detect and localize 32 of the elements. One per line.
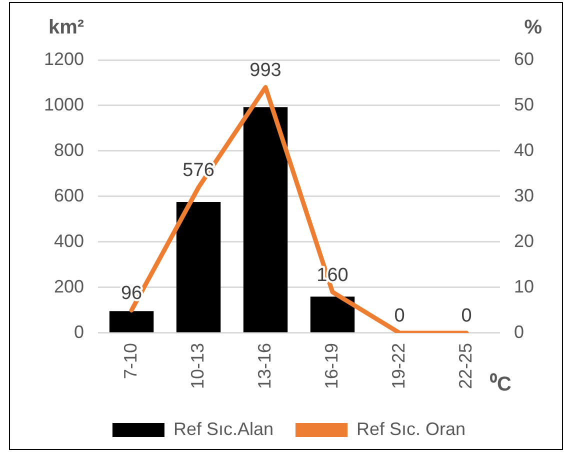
- bar: [310, 296, 355, 332]
- x-axis-title: ⁰C: [490, 372, 512, 396]
- y-tick-label: 200: [54, 276, 84, 296]
- x-tick-label: 16-19: [321, 342, 342, 390]
- legend-label: Ref Sıc.Alan: [173, 418, 274, 439]
- x-tick-label: 10-13: [187, 342, 208, 390]
- bar: [176, 202, 221, 332]
- x-tick-label: 13-16: [254, 342, 274, 390]
- y-axis-title: km²: [48, 16, 84, 39]
- x-tick-label: 22-25: [455, 342, 476, 390]
- legend-label: Ref Sıc. Oran: [356, 418, 466, 439]
- data-label: 993: [250, 60, 282, 82]
- y-tick-label: 400: [54, 230, 84, 251]
- y2-tick-label: 40: [514, 140, 534, 160]
- y2-axis-title: %: [524, 16, 542, 39]
- y2-tick-label: 0: [514, 322, 524, 342]
- data-label: 0: [461, 306, 472, 327]
- bar: [243, 107, 288, 332]
- y2-tick-label: 20: [514, 230, 534, 251]
- y-tick-label: 800: [54, 140, 84, 160]
- y2-tick-label: 50: [514, 94, 534, 114]
- data-label: 0: [394, 306, 405, 327]
- y-tick-label: 0: [74, 322, 84, 342]
- y2-tick-label: 30: [514, 185, 534, 206]
- y2-tick-label: 10: [514, 276, 534, 296]
- x-tick-label: 19-22: [388, 342, 408, 390]
- y-tick-label: 600: [54, 185, 84, 206]
- y-tick-label: 1000: [44, 94, 84, 114]
- y2-tick-label: 60: [514, 48, 534, 69]
- bar: [109, 311, 154, 332]
- y-tick-label: 1200: [44, 48, 84, 69]
- x-tick-label: 7-10: [120, 342, 141, 379]
